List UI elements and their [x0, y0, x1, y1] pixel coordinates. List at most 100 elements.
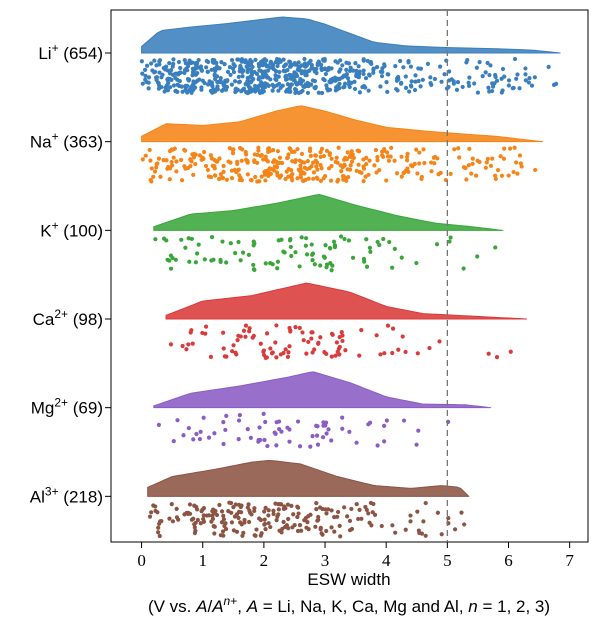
data-point [344, 72, 350, 77]
data-point [167, 71, 173, 76]
data-point [499, 90, 504, 95]
data-point [475, 90, 481, 95]
data-point [310, 330, 315, 335]
data-point [198, 521, 203, 526]
category-label-li: Li+ (654) [38, 41, 103, 63]
data-point [229, 176, 235, 181]
data-point [260, 63, 265, 68]
data-point [277, 57, 282, 62]
data-point [236, 239, 241, 245]
data-point [234, 512, 240, 517]
data-point [196, 57, 201, 63]
data-point [271, 66, 276, 72]
data-point [340, 63, 345, 68]
category-label-ca: Ca2+ (98) [33, 307, 103, 329]
data-point [270, 262, 275, 267]
data-point [232, 79, 238, 84]
data-point [209, 235, 215, 240]
data-point [529, 83, 535, 88]
data-point [148, 177, 153, 183]
data-point [384, 150, 390, 155]
data-point [223, 526, 229, 532]
data-point [381, 148, 386, 153]
data-point [399, 80, 404, 85]
data-point [517, 86, 522, 91]
data-point [274, 355, 279, 360]
data-point [209, 519, 214, 524]
data-point [300, 78, 306, 83]
data-point [311, 170, 317, 175]
data-point [335, 60, 340, 65]
data-point [295, 419, 301, 424]
data-point [500, 66, 506, 72]
data-point [259, 174, 264, 179]
data-point [493, 74, 498, 79]
data-point [159, 85, 164, 90]
data-point [148, 158, 153, 163]
data-point [469, 171, 474, 176]
data-point [464, 60, 469, 65]
data-point [221, 513, 226, 518]
data-point [308, 153, 313, 159]
x-axis-label: ESW width [307, 570, 390, 589]
data-point [320, 435, 326, 440]
data-point [340, 338, 345, 344]
data-point [186, 510, 191, 515]
data-point [437, 339, 442, 344]
data-point [300, 330, 305, 335]
data-point [379, 523, 384, 529]
data-point [189, 60, 194, 65]
data-point [486, 351, 491, 356]
data-point [211, 257, 216, 262]
data-point [403, 527, 408, 532]
data-point [266, 513, 271, 518]
data-point [273, 340, 278, 345]
data-point [258, 341, 263, 346]
data-point [292, 522, 297, 528]
data-point [231, 343, 236, 348]
data-point [273, 73, 278, 78]
data-point [143, 67, 148, 72]
data-point [375, 158, 380, 163]
data-point [432, 76, 437, 82]
data-point [293, 159, 298, 165]
data-point [179, 237, 184, 242]
data-point [480, 74, 485, 79]
data-point [281, 57, 286, 62]
data-point [212, 173, 218, 178]
data-point [337, 344, 342, 350]
data-point [258, 517, 263, 523]
data-point [149, 510, 154, 515]
data-point [338, 67, 343, 72]
data-point [210, 59, 215, 65]
data-point [263, 526, 268, 532]
data-point [428, 75, 433, 80]
data-point [230, 148, 236, 153]
data-point [298, 172, 303, 177]
data-point [274, 323, 279, 328]
data-point [341, 85, 346, 90]
data-point [236, 418, 242, 423]
data-point [527, 76, 532, 81]
data-point [162, 89, 167, 94]
data-point [414, 147, 419, 152]
data-point [346, 82, 352, 87]
data-point [167, 149, 173, 154]
data-point [202, 80, 207, 86]
data-point [192, 525, 197, 530]
data-point [384, 80, 389, 85]
data-point [152, 58, 157, 63]
data-point [416, 66, 421, 71]
data-point [194, 431, 199, 437]
data-point [385, 89, 390, 94]
data-point [236, 515, 241, 521]
data-point [261, 157, 266, 162]
data-point [361, 179, 366, 184]
data-point [272, 430, 277, 435]
data-point [290, 73, 295, 79]
data-point [163, 85, 169, 90]
cloud-al [147, 460, 470, 497]
data-point [257, 179, 262, 184]
data-point [199, 68, 204, 73]
data-point [244, 152, 249, 157]
